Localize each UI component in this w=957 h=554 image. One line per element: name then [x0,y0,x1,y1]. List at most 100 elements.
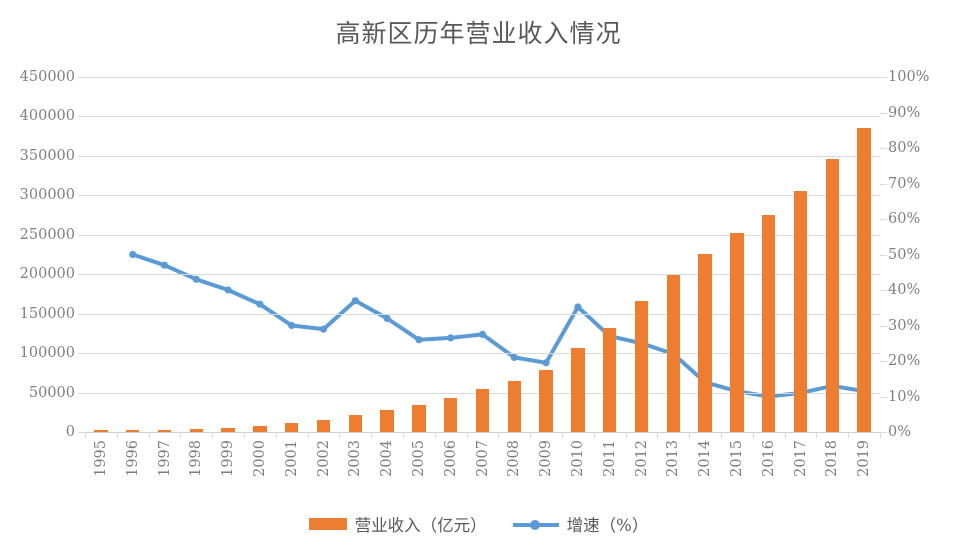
y-axis-right-tick-label: 30% [888,317,921,334]
y-axis-right-tick [880,432,887,433]
x-axis-tick-label: 2008 [506,440,523,477]
line-marker [224,286,232,294]
x-axis-tick [816,432,818,438]
bar [126,430,140,432]
x-axis-tick-label: 2006 [442,440,459,477]
y-axis-right-tick-label: 60% [888,211,921,227]
bar [666,275,680,432]
bar [571,348,585,432]
x-axis-tick-label: 2017 [792,440,809,477]
y-axis-left-tick-label: 100000 [19,345,75,362]
bar [189,428,203,432]
x-axis-tick [434,432,436,438]
line-marker [351,297,359,305]
x-axis-tick [339,432,341,438]
x-axis-tick-label: 1995 [92,440,109,477]
gridline [85,116,880,118]
x-axis-tick [784,432,786,438]
bar [444,398,458,432]
x-axis-tick-label: 1996 [124,440,141,477]
x-axis-tick-label: 2007 [474,440,491,477]
gridline [85,234,880,236]
x-axis-tick-label: 2011 [601,440,618,477]
x-axis-tick [689,432,691,438]
y-axis-right-tick-label: 70% [888,175,921,192]
bar [285,423,299,432]
x-axis-tick [180,432,182,438]
x-axis-tick-label: 2013 [665,440,682,477]
y-axis-right-tick [880,361,887,362]
y-axis-left-tick-label: 400000 [19,108,75,125]
x-axis-tick [721,432,722,438]
bar [475,389,490,432]
bar [857,127,871,432]
line-marker [574,303,582,311]
y-axis-left-tick-label: 250000 [19,226,75,243]
bar [348,415,362,432]
line-marker [160,261,169,269]
y-axis-right-tick-label: 80% [888,140,921,156]
y-axis-right-tick-label: 20% [888,353,921,369]
bar [412,405,426,432]
x-axis-tick [403,432,404,438]
x-axis-tick-label: 2010 [569,440,586,477]
y-axis-left-tick [78,195,85,197]
y-axis-right-tick-label: 10% [888,388,921,405]
x-axis-tick-label: 2005 [410,440,427,477]
y-axis-right-tick [880,112,887,114]
y-axis-right-tick [880,219,887,220]
bar [157,430,172,432]
y-axis-left-tick [78,77,85,78]
y-axis-left-tick [78,234,85,236]
y-axis-left-tick-label: 300000 [19,187,75,204]
y-axis-left-tick [78,155,85,157]
x-axis-tick [593,432,595,438]
x-axis-tick [848,432,850,438]
chart-legend: 营业收入（亿元） 增速（%） [0,512,957,536]
x-axis-tick-label: 2012 [633,440,650,477]
y-axis-right-tick-label: 100% [888,69,930,85]
y-axis-right-tick [880,290,887,291]
gridline [85,313,880,315]
gridline [85,77,880,78]
x-axis-tick [212,432,214,438]
legend-item-revenue[interactable]: 营业收入（亿元） [308,512,487,536]
y-axis-left-tick [78,353,85,355]
gridline [85,353,880,355]
gridline [85,155,880,157]
y-axis-left-tick-label: 150000 [19,305,75,322]
x-axis-tick-label: 1999 [220,440,237,477]
y-axis-left-tick-label: 200000 [19,266,75,283]
line-marker [383,314,391,322]
y-axis-left-tick [78,432,85,433]
x-axis-tick [116,432,118,438]
x-axis-tick [657,432,659,438]
y-axis-left-tick-label: 0 [65,424,75,440]
legend-item-growth[interactable]: 增速（%） [512,512,648,536]
y-axis-right-tick [880,148,887,149]
x-axis-tick [275,432,277,438]
x-axis-tick [498,432,500,438]
y-axis-right-tick [880,396,887,398]
y-axis-left-tick-label: 50000 [28,384,75,401]
line-marker [192,275,200,283]
bar [762,215,776,432]
bar [825,159,839,432]
x-axis-tick-label: 2001 [283,440,300,477]
line-marker [542,359,550,367]
y-axis-right-tick-label: 50% [888,246,921,263]
y-axis-right-tick-label: 40% [888,282,921,298]
bar [316,420,331,432]
x-axis-tick [85,432,86,438]
bar [221,427,235,432]
x-axis-tick-label: 2003 [347,440,364,477]
x-axis-tick-label: 2002 [315,440,332,477]
bar [793,190,808,432]
x-axis-tick [307,432,309,438]
growth-line [130,252,867,399]
bar [539,370,553,432]
x-axis-tick [371,432,373,438]
x-axis-tick-label: 2000 [251,440,268,477]
gridline [85,195,880,197]
